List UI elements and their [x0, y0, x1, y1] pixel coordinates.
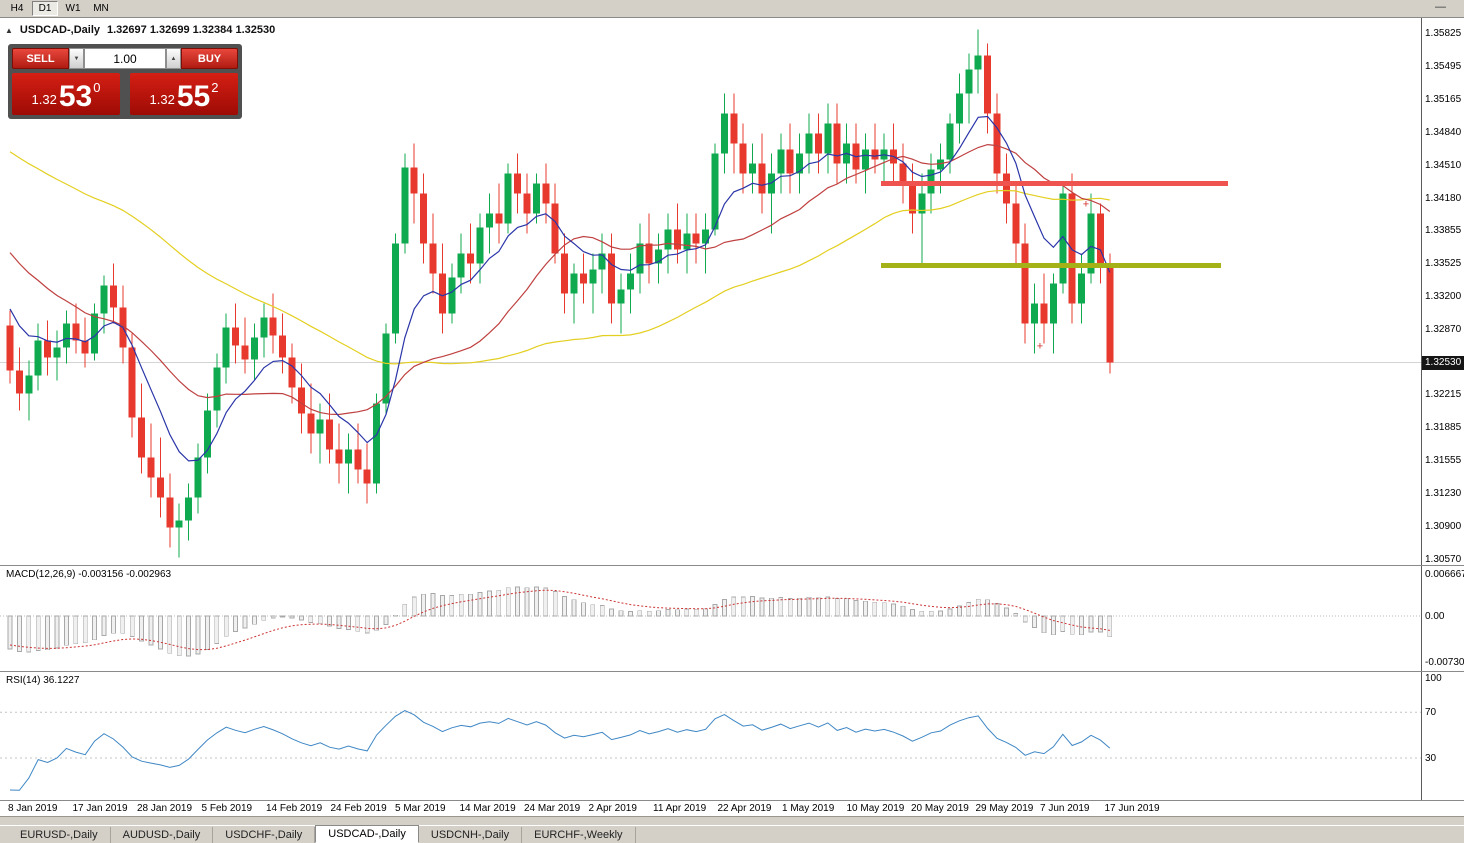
macd-axis: 0.006667 0.00 -0.007308: [1421, 566, 1464, 671]
chart-tab-usdcad[interactable]: USDCAD-,Daily: [315, 825, 419, 843]
date-axis-label: 7 Jun 2019: [1040, 803, 1090, 814]
timeframe-button-w1[interactable]: W1: [60, 1, 86, 16]
chart-tab-eurusd[interactable]: EURUSD-,Daily: [8, 827, 111, 843]
price-axis-label: 1.34510: [1425, 159, 1462, 171]
date-axis-label: 10 May 2019: [846, 803, 905, 814]
macd-axis-label: 0.006667: [1425, 569, 1464, 581]
price-axis-label: 1.34180: [1425, 192, 1462, 204]
buy-price-prefix: 1.32: [149, 92, 175, 107]
chart-tab-eurchf[interactable]: EURCHF-,Weekly: [522, 827, 636, 843]
chart-ohlc-values: 1.32697 1.32699 1.32384 1.32530: [107, 24, 276, 36]
macd-label: MACD(12,26,9) -0.003156 -0.002963: [6, 569, 172, 580]
buy-price-display[interactable]: 1.32 55 2: [130, 73, 238, 115]
rsi-axis-label: 70: [1425, 707, 1437, 719]
chevron-up-icon: ▲: [170, 55, 177, 62]
date-axis-label: 5 Mar 2019: [395, 803, 446, 814]
price-axis-label: 1.33525: [1425, 258, 1462, 269]
date-axis-label: 28 Jan 2019: [137, 803, 193, 814]
date-axis-label: 24 Mar 2019: [524, 803, 581, 814]
main-chart-canvas[interactable]: ++: [0, 18, 1421, 565]
rsi-line: [9, 710, 1111, 791]
date-axis-label: 5 Feb 2019: [201, 803, 253, 814]
date-axis-label: 2 Apr 2019: [588, 803, 637, 814]
sell-price-pip-digit: 0: [93, 80, 101, 95]
rsi-label: RSI(14) 36.1227: [6, 675, 80, 686]
sell-price-prefix: 1.32: [31, 92, 57, 107]
rsi-axis: 100 70 30: [1421, 672, 1464, 800]
price-axis-label: 1.31885: [1425, 422, 1462, 433]
price-axis-label: 1.31230: [1425, 487, 1462, 499]
volume-increase-button[interactable]: ▲: [166, 48, 181, 69]
date-axis-label: 29 May 2019: [975, 803, 1034, 814]
chart-tab-usdcnh[interactable]: USDCNH-,Daily: [419, 827, 523, 843]
date-axis-label: 22 Apr 2019: [717, 803, 772, 814]
timeframe-button-h4[interactable]: H4: [4, 1, 30, 16]
date-axis-label: 14 Feb 2019: [266, 803, 323, 814]
timeframe-toolbar-buttons: H4 D1 W1 MN: [4, 1, 114, 16]
timeframe-button-d1[interactable]: D1: [32, 1, 58, 16]
timeframe-button-mn[interactable]: MN: [88, 1, 114, 16]
chevron-down-icon: ▼: [73, 55, 80, 62]
sell-button[interactable]: SELL: [12, 48, 69, 69]
price-axis-label: 1.32215: [1425, 389, 1462, 400]
date-axis[interactable]: 8 Jan 2019 17 Jan 2019 28 Jan 2019 5 Feb 20…: [0, 800, 1464, 816]
price-axis-label: 1.30900: [1425, 520, 1462, 532]
ma-slow-line: [9, 151, 1110, 365]
date-axis-label: 1 May 2019: [782, 803, 835, 814]
rsi-axis-label: 30: [1425, 753, 1437, 764]
buy-price-pip-digit: 2: [211, 80, 219, 95]
date-axis-label: 8 Jan 2019: [8, 803, 58, 814]
macd-axis-label: -0.007308: [1425, 657, 1464, 669]
sell-price-big-digits: 53: [58, 80, 93, 113]
chart-tab-audusd[interactable]: AUDUSD-,Daily: [111, 827, 214, 843]
macd-indicator-panel[interactable]: MACD(12,26,9) -0.003156 -0.002963 0.0066…: [0, 565, 1464, 671]
rsi-indicator-panel[interactable]: RSI(14) 36.1227 100 70 30: [0, 671, 1464, 800]
order-marker-icon: +: [1037, 341, 1043, 353]
sell-price-display[interactable]: 1.32 53 0: [12, 73, 120, 115]
macd-axis-label: 0.00: [1425, 611, 1445, 622]
price-axis-label: 1.34840: [1425, 126, 1462, 138]
current-price-badge: 1.32530: [1422, 355, 1464, 370]
order-marker-icon: +: [1083, 199, 1089, 211]
horizontal-scrollbar[interactable]: [0, 816, 1464, 825]
chart-tab-bar: EURUSD-,Daily AUDUSD-,Daily USDCHF-,Daily U…: [0, 825, 1464, 843]
date-axis-label: 24 Feb 2019: [330, 803, 387, 814]
price-axis-label: 1.35825: [1425, 28, 1462, 39]
window-minimize-icon[interactable]: —: [1435, 1, 1446, 13]
volume-input[interactable]: [84, 48, 166, 69]
price-axis-label: 1.33855: [1425, 225, 1462, 236]
date-axis-label: 14 Mar 2019: [459, 803, 516, 814]
main-chart-panel: + + ▲ USDCAD-,Daily 1.32697 1.32699 1.323…: [0, 18, 1464, 565]
one-click-trading-panel: SELL ▼ ▲ BUY 1.32 53 0 1.32 55: [8, 44, 242, 119]
price-axis[interactable]: 1.32530 1.35825 1.35495 1.35165 1.34840 1.34…: [1421, 18, 1464, 565]
price-axis-label: 1.31555: [1425, 455, 1462, 466]
buy-button[interactable]: BUY: [181, 48, 238, 69]
trade-panel-collapse-icon[interactable]: ▲: [5, 25, 13, 35]
date-axis-label: 17 Jun 2019: [1104, 803, 1160, 814]
ma-mid-line: [9, 143, 1111, 416]
rsi-axis-label: 100: [1425, 673, 1442, 684]
price-axis-label: 1.35495: [1425, 61, 1462, 72]
chart-tab-usdchf[interactable]: USDCHF-,Daily: [213, 827, 316, 843]
price-axis-label: 1.35165: [1425, 94, 1462, 105]
date-axis-label: 20 May 2019: [911, 803, 969, 814]
ma-fast-line: [9, 115, 1111, 462]
timeframe-toolbar: H4 D1 W1 MN —: [0, 0, 1464, 18]
macd-signal-line: [9, 589, 1110, 651]
date-axis-label: 17 Jan 2019: [72, 803, 128, 814]
date-axis-label: 11 Apr 2019: [653, 803, 707, 814]
price-axis-label: 1.32870: [1425, 323, 1462, 335]
price-axis-label: 1.30570: [1425, 553, 1462, 565]
buy-price-big-digits: 55: [176, 80, 211, 113]
volume-decrease-button[interactable]: ▼: [69, 48, 84, 69]
chart-title: USDCAD-,Daily: [19, 24, 100, 36]
price-axis-label: 1.33200: [1425, 290, 1462, 302]
